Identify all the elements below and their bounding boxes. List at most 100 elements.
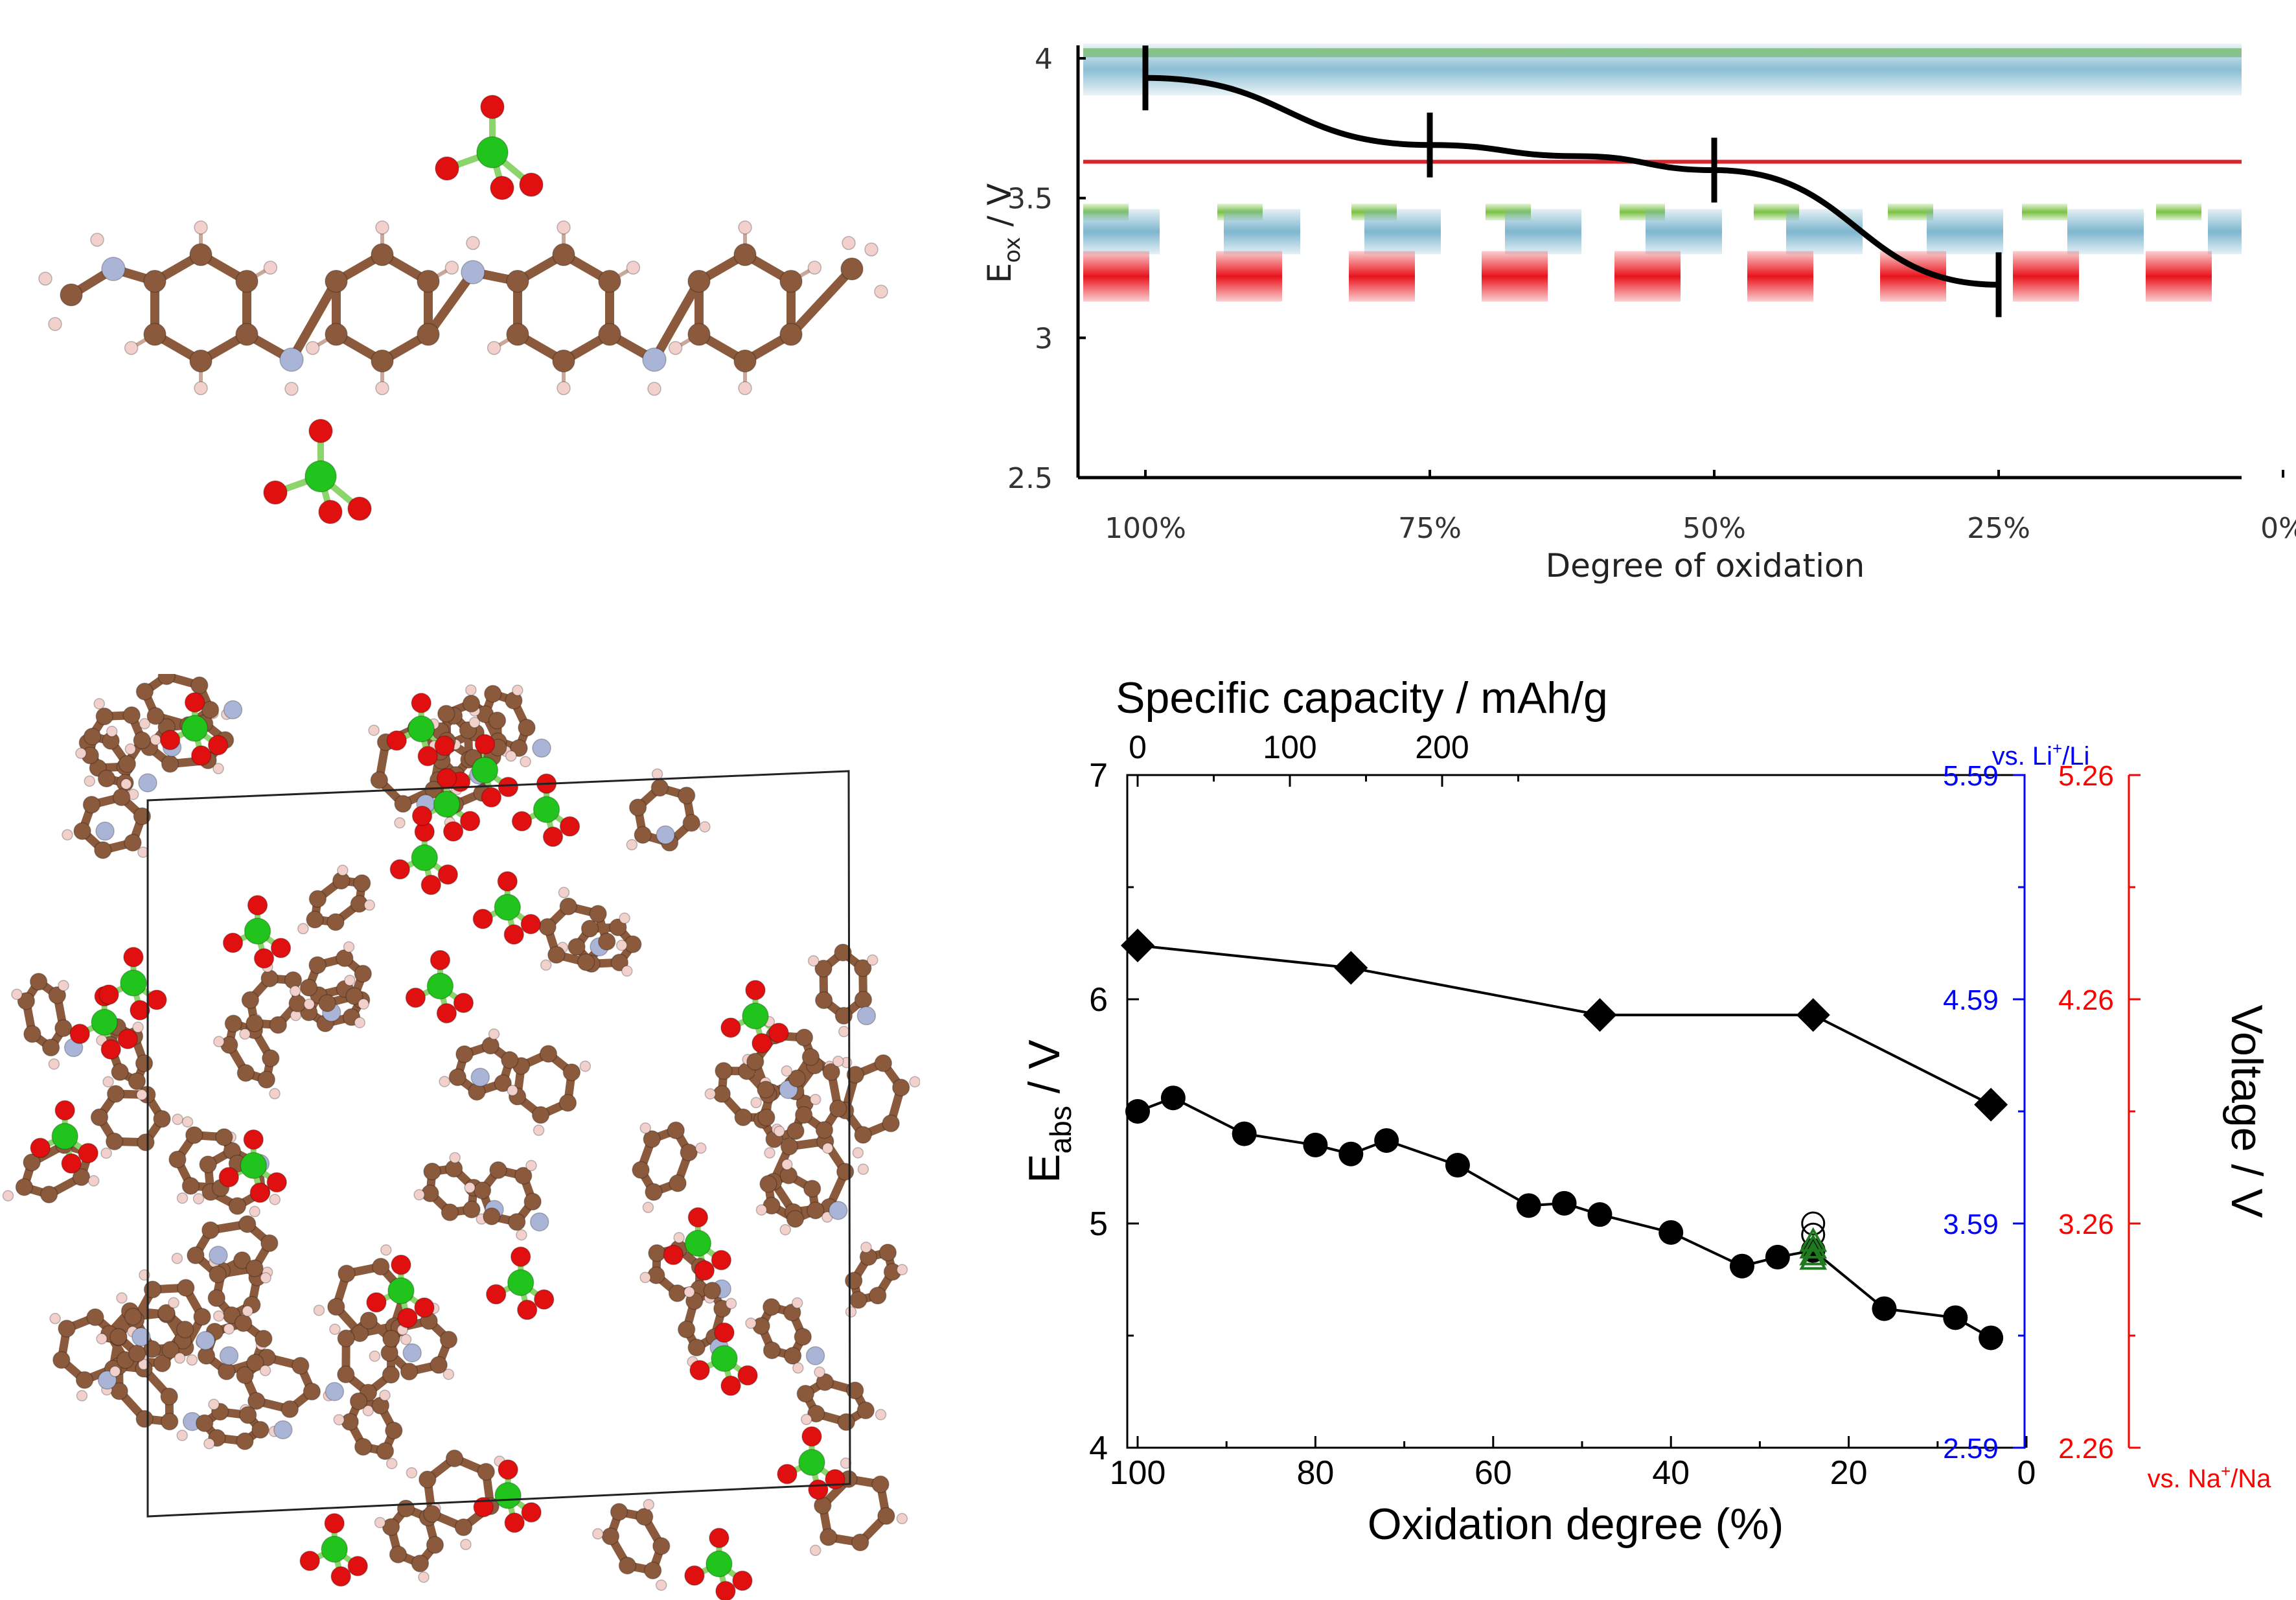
carbon-atom — [547, 945, 566, 964]
nitrogen-atom — [461, 260, 485, 284]
carbon-atom — [17, 992, 36, 1010]
chlorine-atom — [240, 1152, 267, 1179]
carbon-atom — [327, 913, 345, 931]
carbon-atom — [783, 1303, 801, 1322]
chlorine-atom — [798, 1448, 825, 1476]
oxygen-atom — [436, 768, 457, 789]
hydrogen-atom — [171, 1253, 183, 1264]
hydrogen-atom — [896, 1264, 908, 1275]
oxygen-atom — [61, 1153, 82, 1174]
bond — [287, 277, 341, 364]
carbon-atom — [815, 1120, 834, 1139]
carbon-atom — [648, 1244, 666, 1262]
hydrogen-atom — [303, 998, 316, 1010]
carbon-atom — [779, 323, 803, 346]
nitrogen-atom — [101, 257, 126, 281]
hydrogen-atom — [203, 1437, 215, 1450]
green-dashed-segment — [2022, 203, 2067, 221]
carbon-atom — [618, 1557, 637, 1575]
hydrogen-atom — [413, 1188, 425, 1201]
carbon-atom — [677, 786, 696, 805]
carbon-atom — [389, 1546, 408, 1564]
hydrogen-atom — [380, 1244, 392, 1256]
oxygen-atom — [207, 735, 229, 756]
circle-point — [1872, 1296, 1897, 1321]
hydrogen-atom — [852, 1147, 864, 1159]
carbon-atom — [854, 990, 873, 1009]
carbon-atom — [834, 944, 852, 962]
oxygen-atom — [98, 984, 119, 1005]
carbon-atom — [133, 731, 151, 750]
hydrogen-atom — [75, 747, 87, 759]
oxygen-atom — [752, 1033, 772, 1054]
carbon-atom — [558, 1094, 577, 1112]
hydrogen-atom — [533, 1124, 545, 1136]
hydrogen-atom — [194, 220, 208, 235]
hydrogen-atom — [592, 1528, 604, 1540]
oxygen-atom — [459, 811, 481, 831]
hydrogen-atom — [109, 1365, 121, 1378]
circle-point — [1943, 1305, 1968, 1330]
carbon-atom — [201, 1221, 220, 1240]
circle-point — [1552, 1190, 1577, 1216]
carbon-atom — [337, 1329, 355, 1348]
carbon-atom — [94, 841, 112, 859]
oxygen-atom — [397, 1307, 418, 1328]
carbon-atom — [233, 1251, 251, 1270]
carbon-atom — [441, 1203, 459, 1222]
carbon-atom — [247, 1392, 266, 1410]
carbon-atom — [814, 991, 833, 1010]
carbon-atom — [112, 788, 131, 806]
carbon-atom — [394, 794, 412, 813]
nitrogen-atom — [138, 773, 157, 793]
carbon-atom — [514, 1166, 533, 1185]
nitrogen-atom — [132, 1327, 151, 1347]
circle-point — [1516, 1193, 1541, 1218]
hydrogen-atom — [832, 1055, 844, 1067]
carbon-atom — [72, 1168, 91, 1187]
carbon-atom — [552, 349, 575, 373]
blue-dashed-segment — [2208, 209, 2242, 255]
oxygen-atom — [709, 1527, 729, 1548]
carbon-atom — [354, 1437, 373, 1456]
carbon-atom — [376, 1442, 395, 1461]
carbon-atom — [105, 1132, 124, 1151]
hydrogen-atom — [464, 1181, 476, 1194]
blue-dashed-segment — [1505, 209, 1581, 255]
hydrogen-atom — [764, 1147, 775, 1159]
carbon-atom — [682, 814, 701, 832]
carbon-atom — [733, 243, 757, 266]
carbon-atom — [507, 1212, 526, 1231]
carbon-atom — [539, 1045, 558, 1063]
oxygen-atom — [414, 1297, 435, 1318]
oxygen-atom — [808, 1479, 829, 1500]
hydrogen-atom — [343, 941, 355, 953]
red-dashed-segment — [1349, 251, 1415, 302]
carbon-atom — [257, 1071, 276, 1089]
oxygen-atom — [473, 1496, 494, 1518]
carbon-atom — [796, 1384, 815, 1403]
blue-dashed-segment — [1927, 209, 2003, 255]
carbon-atom — [124, 833, 142, 852]
oxygen-atom — [30, 1137, 51, 1159]
oxygen-atom — [117, 1028, 138, 1050]
hydrogen-atom — [2, 1190, 14, 1201]
oxygen-atom — [474, 734, 496, 755]
oxygen-atom — [69, 1023, 90, 1045]
plot-frame — [1126, 774, 2026, 1449]
circle-point — [1374, 1128, 1399, 1153]
carbon-atom — [411, 1554, 430, 1573]
chlorine-atom — [244, 918, 271, 945]
green-dashed-segment — [1888, 203, 1933, 221]
carbon-atom — [854, 959, 872, 977]
nitrogen-atom — [196, 1330, 215, 1351]
oxygen-atom — [430, 949, 451, 971]
hydrogen-atom — [208, 1398, 220, 1410]
carbon-atom — [851, 1533, 869, 1551]
hydrogen-atom — [791, 1297, 803, 1309]
nitrogen-atom — [219, 1346, 239, 1365]
blue-dashed-segment — [1364, 209, 1441, 255]
hydrogen-atom — [260, 1272, 271, 1284]
hydrogen-atom — [579, 1060, 591, 1072]
carbon-atom — [668, 1284, 687, 1303]
